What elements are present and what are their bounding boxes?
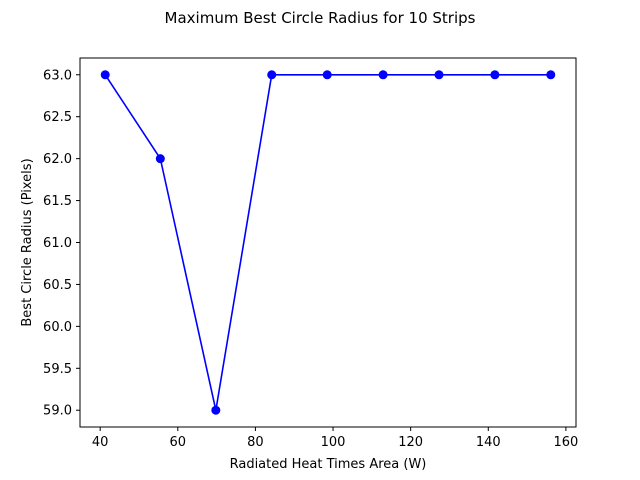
data-point	[211, 405, 221, 415]
x-tick-label: 100	[321, 435, 346, 450]
data-point	[155, 154, 165, 164]
x-axis-label: Radiated Heat Times Area (W)	[230, 457, 427, 472]
x-tick-label: 140	[476, 435, 501, 450]
data-point	[434, 70, 444, 80]
data-point	[546, 70, 556, 80]
y-axis-ticks: 59.0 59.5 60.0 60.5 61.0 61.5 62.0 62.5 63.0	[43, 68, 80, 419]
y-tick-label: 60.0	[43, 320, 72, 335]
y-tick-label: 63.0	[43, 68, 72, 83]
x-tick-label: 40	[92, 435, 109, 450]
x-tick-label: 160	[553, 435, 578, 450]
x-tick-label: 120	[398, 435, 423, 450]
y-tick-label: 61.0	[43, 236, 72, 251]
x-tick-label: 60	[170, 435, 187, 450]
y-tick-label: 59.5	[43, 362, 72, 377]
y-axis-label: Best Circle Radius (Pixels)	[20, 158, 35, 326]
y-tick-label: 59.0	[43, 404, 72, 419]
y-tick-label: 62.5	[43, 110, 72, 125]
y-tick-label: 60.5	[43, 278, 72, 293]
data-point	[490, 70, 500, 80]
chart-title: Maximum Best Circle Radius for 10 Strips	[165, 9, 476, 27]
y-tick-label: 62.0	[43, 152, 72, 167]
data-point	[378, 70, 388, 80]
data-point	[267, 70, 277, 80]
x-axis-ticks: 40 60 80 100 120 140 160	[92, 427, 578, 450]
x-tick-label: 80	[247, 435, 264, 450]
data-point	[322, 70, 332, 80]
series-layer	[100, 70, 556, 415]
y-tick-label: 61.5	[43, 194, 72, 209]
data-point	[100, 70, 110, 80]
